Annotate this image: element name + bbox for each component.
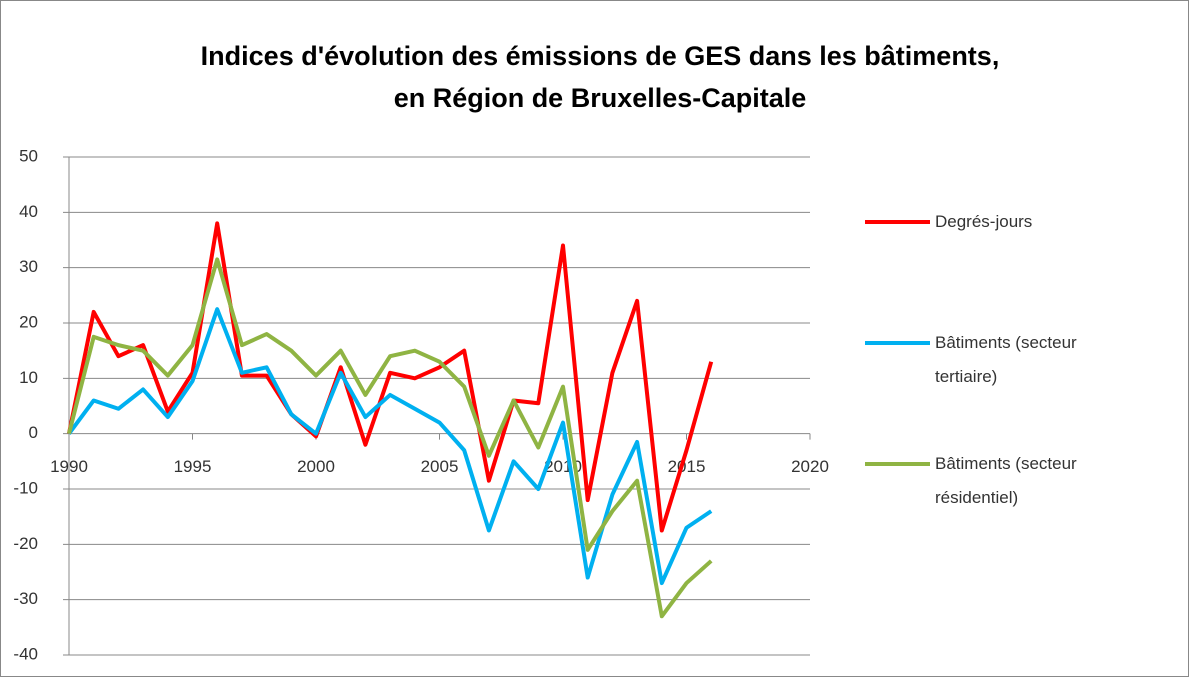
chart-title: en Région de Bruxelles-Capitale (394, 83, 807, 113)
y-tick-label: -40 (13, 644, 38, 663)
chart-title: Indices d'évolution des émissions de GES… (201, 41, 1000, 71)
y-tick-label: -30 (13, 589, 38, 608)
series-line (67, 307, 713, 586)
y-tick-label: -10 (13, 478, 38, 497)
series-line (67, 257, 713, 619)
x-tick-label: 2015 (668, 457, 706, 476)
x-tick-label: 2000 (297, 457, 335, 476)
y-tick-label: 20 (19, 312, 38, 331)
legend-label: Degrés-jours (935, 212, 1033, 231)
x-tick-label: 2005 (421, 457, 459, 476)
x-tick-label: 1995 (174, 457, 212, 476)
legend-label: Bâtiments (secteur résidentiel) (935, 454, 1077, 507)
x-tick-label: 1990 (50, 457, 88, 476)
y-tick-label: 50 (19, 146, 38, 165)
y-tick-label: -20 (13, 534, 38, 553)
y-tick-label: 30 (19, 257, 38, 276)
series-line (67, 221, 714, 533)
x-tick-label: 2020 (791, 457, 829, 476)
y-tick-label: 40 (19, 202, 38, 221)
legend-label: Bâtiments (secteur tertiaire) (935, 333, 1077, 386)
y-tick-label: 10 (19, 368, 38, 387)
y-tick-label: 0 (29, 423, 38, 442)
